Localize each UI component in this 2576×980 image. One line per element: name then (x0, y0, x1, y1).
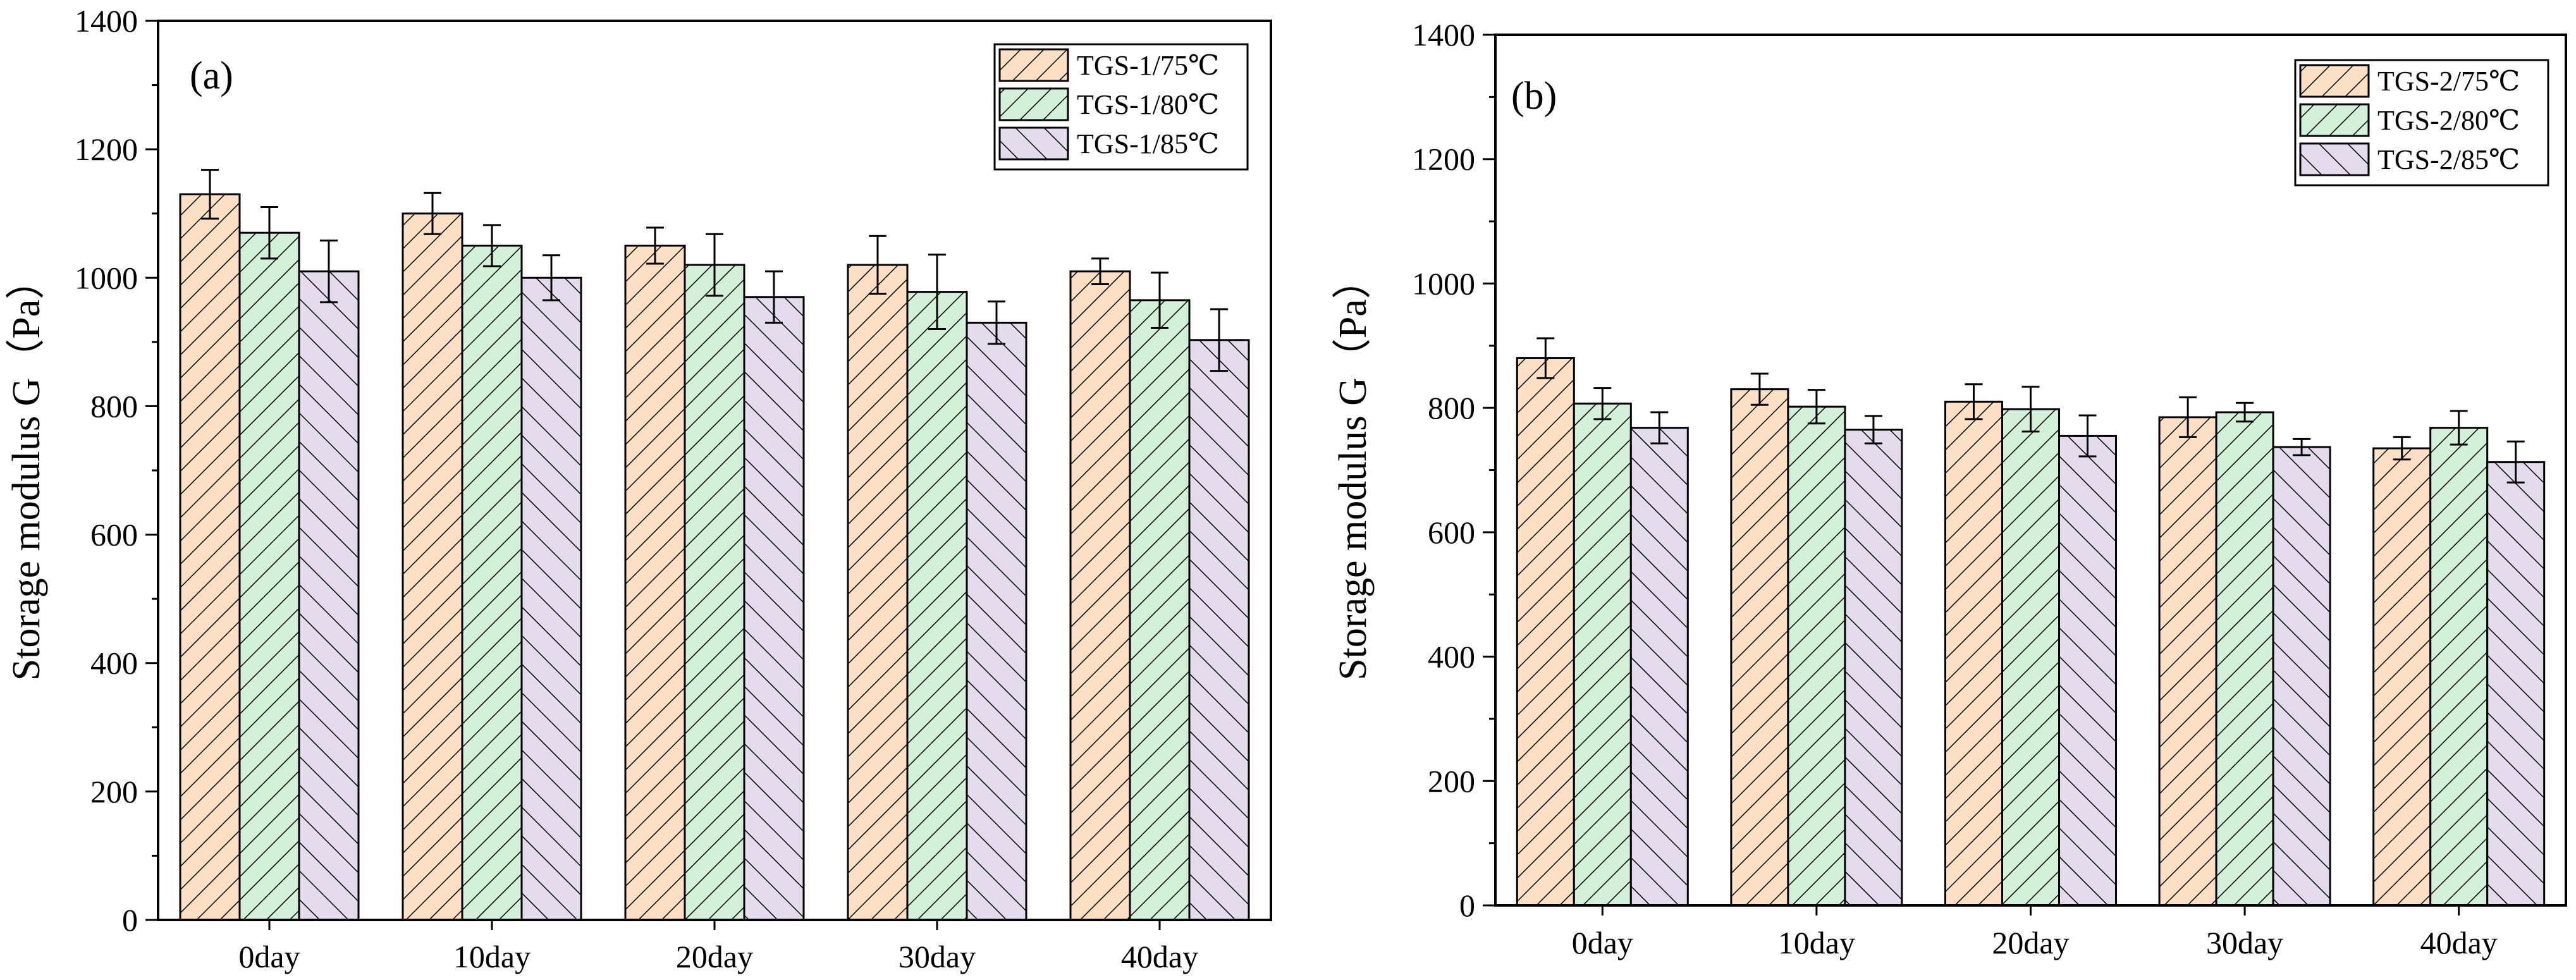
legend-label: TGS-2/75℃ (2377, 66, 2520, 97)
bar (743, 296, 805, 921)
bar (179, 193, 241, 921)
legend-label: TGS-2/85℃ (2377, 144, 2520, 175)
x-tick-label: 20day (676, 939, 753, 974)
y-tick-label: 200 (1428, 763, 1475, 799)
x-tick-label: 30day (2206, 925, 2283, 960)
bar (1069, 270, 1131, 921)
y-tick-label: 1400 (75, 3, 138, 39)
y-tick-label: 1000 (75, 260, 138, 295)
y-tick-label: 800 (90, 388, 138, 424)
bar (1629, 427, 1689, 907)
y-tick-label: 0 (122, 902, 138, 938)
y-tick-label: 1200 (75, 132, 138, 167)
legend-swatch (998, 126, 1069, 161)
legend-swatch (2299, 103, 2370, 137)
bar (520, 276, 582, 921)
chart-panel-a: 0day 10day 20day 30day 40day 0 200 400 600 800 100… (5, 3, 1272, 974)
bar (1129, 299, 1191, 921)
bar (1787, 405, 1846, 907)
x-tick-label: 10day (1778, 925, 1855, 960)
bar (966, 321, 1027, 921)
bar (238, 231, 300, 921)
bar (1188, 339, 1250, 921)
bar (1844, 429, 1903, 907)
x-tick-label: 20day (1992, 925, 2069, 960)
y-tick-label: 1000 (1412, 266, 1475, 301)
x-tick-label: 30day (899, 939, 976, 974)
chart-panel-b: 0day 10day 20day 30day 40day 0 200 400 600 800 100… (1332, 17, 2567, 960)
legend-swatch (2299, 64, 2370, 98)
y-tick-label: 1400 (1412, 17, 1475, 52)
x-tick-label: 40day (1121, 939, 1198, 974)
bar (2486, 461, 2546, 907)
bar (684, 264, 745, 921)
y-tick-label: 600 (1428, 515, 1475, 550)
y-tick-label: 400 (1428, 639, 1475, 675)
y-tick-label: 600 (90, 517, 138, 553)
bar (624, 245, 686, 921)
legend-label: TGS-2/80℃ (2377, 105, 2520, 136)
bar (847, 264, 909, 921)
bar (2429, 427, 2489, 907)
bar (2001, 408, 2060, 907)
y-tick-label: 1200 (1412, 142, 1475, 177)
y-axis-title: Storage modulus G（Pa） (5, 260, 48, 681)
bar (298, 270, 360, 921)
legend-label: TGS-1/80℃ (1077, 89, 1219, 120)
bar (2215, 411, 2274, 907)
bar (2158, 416, 2217, 907)
bar (402, 212, 463, 921)
legend-label: TGS-1/75℃ (1077, 50, 1219, 81)
x-tick-label: 40day (2420, 925, 2498, 960)
y-tick-label: 400 (90, 646, 138, 681)
bar (1516, 357, 1575, 907)
y-tick-label: 0 (1459, 888, 1475, 923)
panel-label: (a) (190, 54, 233, 97)
panel-label: (b) (1511, 75, 1557, 118)
y-axis-title: Storage modulus G（Pa） (1332, 260, 1375, 680)
legend-swatch (998, 48, 1069, 82)
bar (906, 291, 968, 921)
bar (2272, 446, 2331, 907)
bar (1730, 388, 1789, 907)
y-tick-label: 800 (1428, 390, 1475, 426)
bar (1573, 402, 1632, 907)
bar (1944, 400, 2003, 907)
x-tick-label: 0day (238, 939, 300, 974)
legend-swatch (2299, 142, 2370, 176)
legend-swatch (998, 87, 1069, 121)
bar (461, 245, 523, 921)
y-tick-label: 200 (90, 774, 138, 809)
legend-label: TGS-1/85℃ (1077, 128, 1219, 159)
bar (2058, 434, 2117, 907)
x-tick-label: 10day (453, 939, 531, 974)
x-tick-label: 0day (1572, 925, 1633, 960)
bar (2372, 447, 2432, 907)
